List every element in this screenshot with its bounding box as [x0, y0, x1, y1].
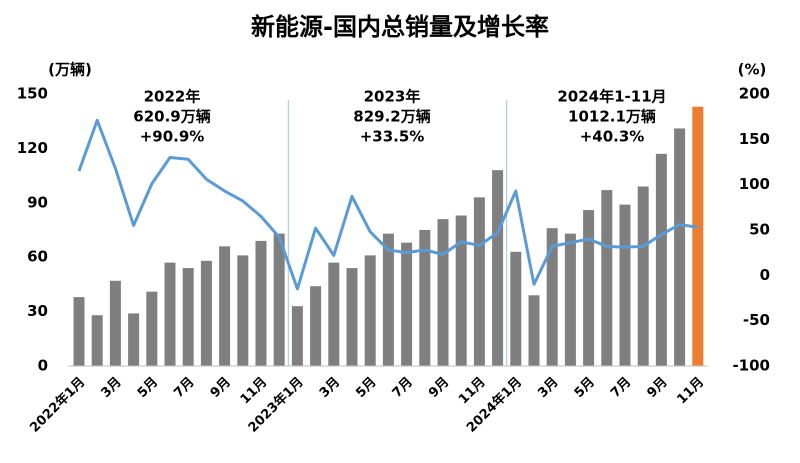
y-tick-label: 30	[27, 302, 48, 320]
annotation: +40.3%	[580, 128, 645, 146]
annotation: 2023年	[364, 88, 421, 106]
y-tick-label: 150	[17, 85, 48, 103]
y2-tick-label: 100	[739, 175, 770, 193]
annotation: +33.5%	[360, 128, 425, 146]
chart-title: 新能源-国内总销量及增长率	[251, 13, 549, 41]
bar	[91, 315, 103, 366]
y2-axis-label: (%)	[738, 61, 767, 79]
y2-tick-label: -100	[732, 357, 770, 375]
bar	[619, 204, 631, 366]
bar	[492, 170, 504, 366]
bar	[455, 215, 467, 366]
x-tick-label: 3月	[317, 375, 343, 401]
bar	[692, 106, 704, 367]
bar	[164, 262, 176, 366]
bar	[528, 295, 540, 366]
bar	[273, 233, 285, 366]
annotation: +90.9%	[140, 128, 205, 146]
bar	[637, 186, 649, 366]
annotation: 620.9万辆	[133, 108, 210, 126]
bar	[109, 280, 121, 366]
bar	[182, 268, 194, 366]
x-tick-label: 9月	[208, 375, 234, 401]
bar	[219, 246, 231, 366]
y-tick-label: 120	[17, 139, 48, 157]
bar	[291, 306, 303, 366]
bar	[655, 153, 667, 366]
bar	[73, 297, 85, 366]
bar	[674, 128, 686, 366]
y2-tick-label: 50	[749, 221, 770, 239]
x-tick-label: 11月	[456, 375, 489, 408]
bar	[364, 255, 376, 366]
bar	[237, 255, 249, 366]
annotation: 2024年1-11月	[557, 88, 666, 106]
bar	[255, 240, 267, 366]
y2-tick-label: 200	[739, 85, 770, 103]
annotation: 1012.1万辆	[568, 108, 656, 126]
y-tick-label: 0	[38, 357, 48, 375]
bar	[200, 260, 212, 366]
x-tick-label: 9月	[645, 375, 671, 401]
bar	[601, 190, 613, 366]
bar	[510, 251, 522, 366]
y2-tick-label: 150	[739, 130, 770, 148]
x-tick-label: 11月	[675, 375, 708, 408]
y2-tick-label: -50	[743, 311, 770, 329]
bar	[437, 219, 449, 366]
x-tick-label: 3月	[99, 375, 125, 401]
x-tick-label: 11月	[238, 375, 271, 408]
bar	[401, 242, 413, 366]
bar	[473, 197, 485, 366]
x-tick-label: 7月	[171, 375, 197, 401]
y-tick-label: 60	[27, 248, 48, 266]
x-tick-label: 9月	[426, 375, 452, 401]
bar	[146, 291, 158, 366]
bar	[419, 230, 431, 366]
x-tick-label: 2022年1月	[27, 374, 89, 436]
x-tick-label: 7月	[390, 375, 416, 401]
x-tick-label: 7月	[608, 375, 634, 401]
bar	[583, 210, 595, 366]
y-tick-label: 90	[27, 193, 48, 211]
annotation: 829.2万辆	[353, 108, 430, 126]
x-tick-label: 3月	[535, 375, 561, 401]
x-tick-label: 5月	[353, 375, 379, 401]
x-tick-label: 5月	[135, 375, 161, 401]
bar	[546, 228, 558, 366]
bar	[310, 286, 322, 366]
bar	[346, 268, 358, 366]
bar	[382, 233, 394, 366]
bar	[564, 233, 576, 366]
x-tick-label: 5月	[572, 375, 598, 401]
line	[77, 118, 699, 291]
y-axis-label: (万辆)	[48, 61, 92, 79]
annotation: 2022年	[144, 88, 201, 106]
y2-tick-label: 0	[760, 266, 770, 284]
bar	[328, 262, 340, 366]
bar	[128, 313, 140, 366]
